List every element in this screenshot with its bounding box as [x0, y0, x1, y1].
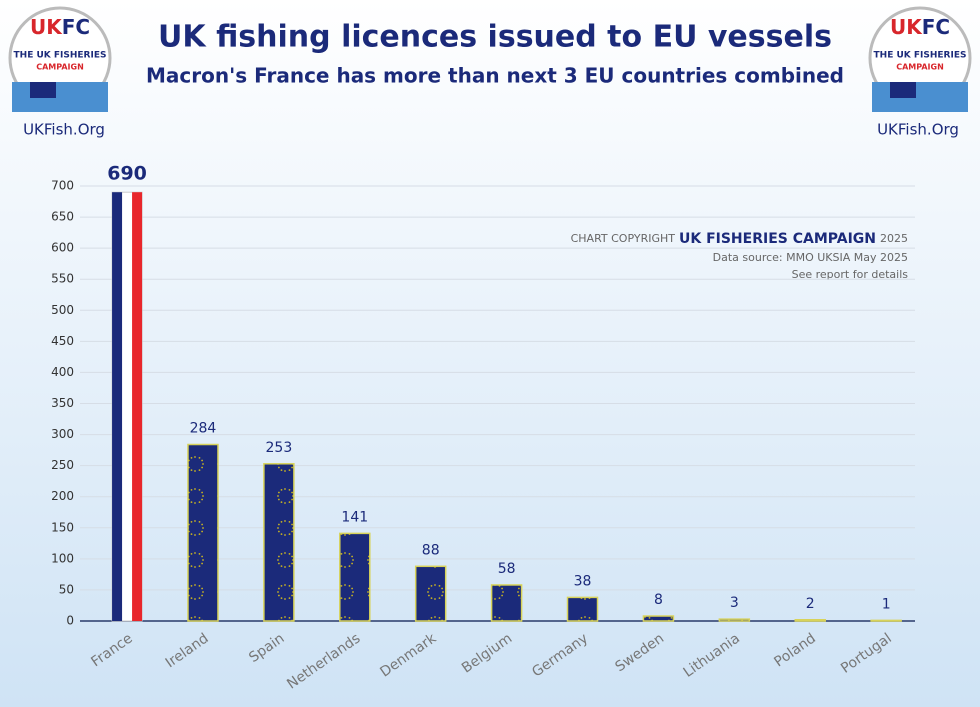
bar [566, 596, 599, 622]
y-tick-label: 600 [51, 241, 74, 255]
logo-sea [872, 82, 968, 112]
copyright-year: 2025 [880, 232, 908, 245]
logo-line: CAMPAIGN [896, 63, 944, 72]
note: See report for details [792, 268, 909, 281]
copyright-owner: UK FISHERIES CAMPAIGN [679, 231, 876, 247]
bar [490, 584, 523, 622]
site: UKFish.Org [877, 121, 959, 139]
bar [187, 443, 219, 622]
y-tick-label: 400 [51, 365, 74, 379]
y-tick-label: 200 [51, 489, 74, 503]
logo-mark-fc: FC [62, 15, 90, 39]
data-label: 141 [341, 509, 368, 525]
data-label: 58 [498, 561, 516, 577]
bar [870, 619, 902, 622]
data-label: 2 [806, 596, 815, 612]
y-tick-label: 350 [51, 396, 74, 410]
data-label: 253 [266, 440, 293, 456]
bar [718, 618, 751, 622]
y-tick-label: 650 [51, 210, 74, 224]
logo-line: THE UK FISHERIES [874, 51, 967, 61]
copyright-text: CHART COPYRIGHT [571, 232, 676, 245]
data-label: 1 [882, 596, 891, 612]
logo-flag [890, 82, 916, 98]
data-label: 284 [190, 421, 217, 437]
y-tick-label: 150 [51, 520, 74, 534]
logo-sea [12, 82, 108, 112]
chart-title: UK fishing licences issued to EU vessels [158, 20, 832, 55]
bar-stripe [112, 192, 123, 621]
logo-mark-uk: UK [30, 15, 63, 39]
y-tick-label: 550 [51, 272, 74, 286]
y-tick-label: 100 [51, 551, 74, 565]
y-tick-label: 50 [59, 582, 74, 596]
data-label: 8 [654, 592, 663, 608]
y-tick-label: 250 [51, 458, 74, 472]
data-label: 88 [422, 542, 440, 558]
bar-stripe [132, 192, 143, 621]
y-tick-label: 300 [51, 427, 74, 441]
copyright: CHART COPYRIGHT UK FISHERIES CAMPAIGN 2025 [571, 231, 908, 247]
bar [414, 565, 447, 622]
data-label: 690 [107, 163, 147, 185]
data-label: 3 [730, 595, 739, 611]
logo-mark-uk: UK [890, 15, 923, 39]
site: UKFish.Org [23, 121, 105, 139]
bar [642, 615, 675, 622]
logo-flag [30, 82, 56, 98]
y-tick-label: 450 [51, 334, 74, 348]
logo-line: THE UK FISHERIES [14, 51, 107, 61]
logo-mark: UKFC [30, 15, 90, 39]
y-tick-label: 700 [51, 179, 74, 193]
source: Data source: MMO UKSIA May 2025 [713, 251, 908, 264]
data-label: 38 [574, 573, 592, 589]
logo-mark-fc: FC [922, 15, 950, 39]
bar [263, 463, 295, 622]
bar [339, 532, 371, 622]
bar [794, 619, 826, 622]
y-tick-label: 0 [66, 614, 74, 628]
logo-line: CAMPAIGN [36, 63, 84, 72]
chart-subtitle: Macron's France has more than next 3 EU … [146, 64, 844, 88]
y-tick-label: 500 [51, 303, 74, 317]
logo-mark: UKFC [890, 15, 950, 39]
